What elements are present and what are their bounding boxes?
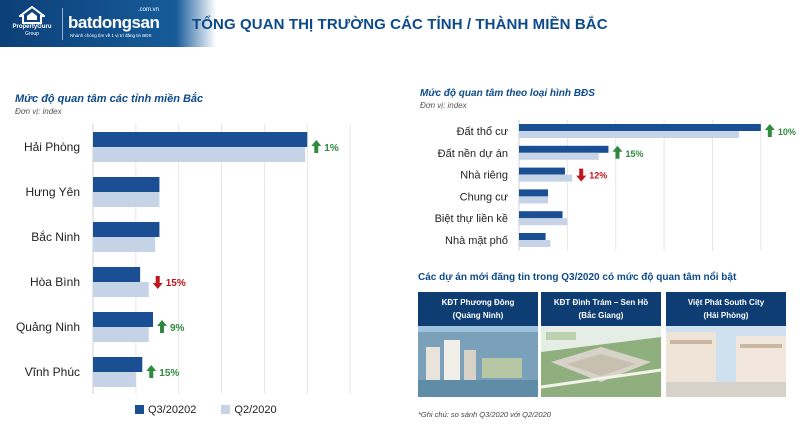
property-bar-current-nha-mat-pho bbox=[519, 233, 546, 240]
property-label-dat-tho-cu: Đất thổ cư bbox=[457, 126, 509, 138]
property-bar-current-dat-tho-cu bbox=[519, 124, 761, 131]
province-label-hai-phong: Hải Phòng bbox=[24, 140, 80, 154]
property-label-chung-cu: Chung cư bbox=[460, 191, 509, 203]
header-bar: PropertyGuru Group .com.vn batdongsan Nh… bbox=[0, 0, 800, 47]
batdongsan-logo: .com.vn batdongsan Nhanh chóng tìm về 1 … bbox=[68, 7, 163, 41]
legend-label-previous: Q2/2020 bbox=[234, 404, 277, 416]
property-change-label-nha-rieng: 12% bbox=[589, 171, 607, 181]
project-label-viet-phat: Việt Phát South City (Hải Phòng) bbox=[666, 292, 786, 326]
province-change-arrow-vinh-phuc bbox=[146, 365, 157, 378]
property-bar-previous-biet-thu-lien-ke bbox=[519, 218, 568, 226]
province-bar-current-vinh-phuc bbox=[93, 357, 143, 372]
province-label-hung-yen: Hưng Yên bbox=[25, 185, 80, 199]
logo-divider bbox=[62, 8, 63, 40]
property-bar-current-chung-cu bbox=[519, 189, 549, 197]
property-bar-previous-dat-nen-du-an bbox=[519, 152, 599, 160]
batdongsan-domain: .com.vn bbox=[138, 7, 160, 13]
propertyguru-logo: PropertyGuru Group bbox=[6, 6, 58, 42]
province-change-label-hai-phong: 1% bbox=[324, 143, 339, 154]
province-label-vinh-phuc: Vĩnh Phúc bbox=[25, 365, 80, 379]
province-label-hoa-binh: Hòa Bình bbox=[30, 275, 80, 289]
propertyguru-name: PropertyGuru bbox=[12, 24, 52, 30]
property-change-label-dat-nen-du-an: 15% bbox=[625, 149, 643, 159]
house-icon bbox=[19, 6, 45, 24]
project-card-phuong-dong: KĐT Phương Đông (Quảng Ninh) bbox=[418, 292, 538, 397]
province-bar-current-hoa-binh bbox=[93, 267, 141, 282]
province-change-arrow-quang-ninh bbox=[157, 320, 167, 333]
property-bar-previous-chung-cu bbox=[519, 196, 549, 204]
batdongsan-tagline: Nhanh chóng tìm về 1 vị trí đăng tin BĐS bbox=[70, 33, 152, 38]
province-bar-current-hung-yen bbox=[93, 177, 160, 192]
project-location: (Quảng Ninh) bbox=[452, 311, 504, 320]
province-bar-current-quang-ninh bbox=[93, 312, 153, 327]
project-name: KĐT Đình Trám – Sen Hồ bbox=[553, 298, 649, 307]
project-name: Việt Phát South City bbox=[687, 298, 765, 307]
property-bar-previous-nha-rieng bbox=[519, 174, 573, 182]
province-bar-previous-hoa-binh bbox=[93, 282, 149, 297]
property-label-biet-thu-lien-ke: Biệt thự liền kề bbox=[435, 213, 508, 225]
province-change-label-quang-ninh: 9% bbox=[170, 323, 185, 334]
property-label-nha-mat-pho: Nhà mặt phố bbox=[445, 235, 508, 247]
comparison-note: *Ghi chú: so sánh Q3/2020 với Q2/2020 bbox=[418, 410, 551, 419]
property-bar-previous-nha-mat-pho bbox=[519, 240, 551, 247]
projects-title: Các dự án mới đăng tin trong Q3/2020 có … bbox=[418, 272, 737, 283]
province-bar-previous-quang-ninh bbox=[93, 327, 149, 342]
province-bar-previous-bac-ninh bbox=[93, 237, 156, 252]
project-label-dinh-tram: KĐT Đình Trám – Sen Hồ (Bắc Giang) bbox=[541, 292, 661, 326]
province-bar-current-hai-phong bbox=[93, 132, 308, 147]
right-chart-unit: Đơn vị: index bbox=[420, 101, 467, 110]
legend-item-previous: Q2/2020 bbox=[221, 404, 277, 416]
left-chart-title: Mức độ quan tâm các tỉnh miền Bắc bbox=[15, 93, 204, 105]
province-bar-previous-hai-phong bbox=[93, 147, 306, 162]
legend-item-current: Q3/20202 bbox=[135, 404, 196, 416]
page-title: TỔNG QUAN THỊ TRƯỜNG CÁC TỈNH / THÀNH MI… bbox=[192, 16, 608, 33]
property-bar-previous-dat-tho-cu bbox=[519, 131, 740, 138]
province-change-label-vinh-phuc: 15% bbox=[159, 368, 179, 379]
province-bar-current-bac-ninh bbox=[93, 222, 160, 237]
chart-legend: Q3/20202 Q2/2020 bbox=[135, 404, 299, 416]
property-change-arrow-dat-nen-du-an bbox=[612, 145, 623, 159]
project-location: (Bắc Giang) bbox=[578, 311, 624, 320]
project-card-dinh-tram: KĐT Đình Trám – Sen Hồ (Bắc Giang) bbox=[541, 292, 661, 397]
project-location: (Hải Phòng) bbox=[703, 311, 749, 320]
property-bar-current-dat-nen-du-an bbox=[519, 145, 609, 153]
property-label-dat-nen-du-an: Đất nền dự án bbox=[438, 148, 508, 160]
property-change-arrow-nha-rieng bbox=[576, 168, 587, 182]
property-bar-current-biet-thu-lien-ke bbox=[519, 211, 563, 219]
legend-swatch-previous bbox=[221, 405, 231, 414]
property-change-arrow-dat-tho-cu bbox=[764, 124, 775, 137]
legend-label-current: Q3/20202 bbox=[148, 404, 197, 416]
province-bar-previous-vinh-phuc bbox=[93, 372, 136, 387]
property-change-label-dat-tho-cu: 10% bbox=[778, 127, 796, 137]
province-label-bac-ninh: Bắc Ninh bbox=[31, 229, 80, 244]
right-chart-title: Mức độ quan tâm theo loại hình BĐS bbox=[420, 88, 595, 99]
project-card-viet-phat: Việt Phát South City (Hải Phòng) bbox=[666, 292, 786, 397]
province-bar-previous-hung-yen bbox=[93, 192, 160, 207]
province-label-quang-ninh: Quảng Ninh bbox=[16, 320, 80, 334]
province-change-label-hoa-binh: 15% bbox=[166, 278, 186, 289]
legend-swatch-current bbox=[135, 405, 144, 414]
province-change-arrow-hoa-binh bbox=[152, 276, 163, 289]
project-label-phuong-dong: KĐT Phương Đông (Quảng Ninh) bbox=[418, 292, 538, 326]
province-change-arrow-hai-phong bbox=[311, 140, 322, 153]
propertyguru-group: Group bbox=[25, 31, 39, 37]
batdongsan-name: batdongsan bbox=[68, 13, 160, 32]
left-chart-unit: Đơn vị: index bbox=[15, 107, 62, 116]
project-name: KĐT Phương Đông bbox=[441, 298, 515, 307]
property-label-nha-rieng: Nhà riêng bbox=[460, 170, 508, 182]
property-bar-current-nha-rieng bbox=[519, 167, 565, 175]
